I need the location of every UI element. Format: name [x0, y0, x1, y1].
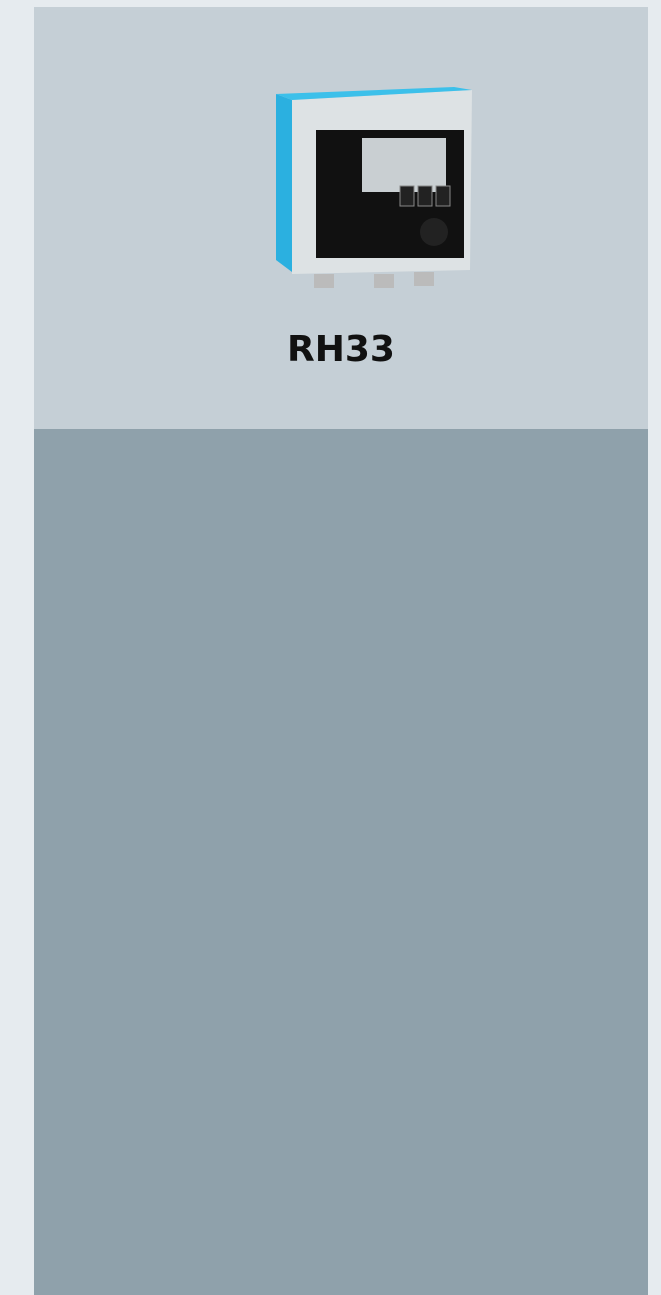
- product-card[interactable]: RH33: [34, 7, 648, 429]
- product-name: RH33: [287, 329, 395, 370]
- card-body: [34, 429, 648, 1295]
- product-image: [276, 87, 472, 288]
